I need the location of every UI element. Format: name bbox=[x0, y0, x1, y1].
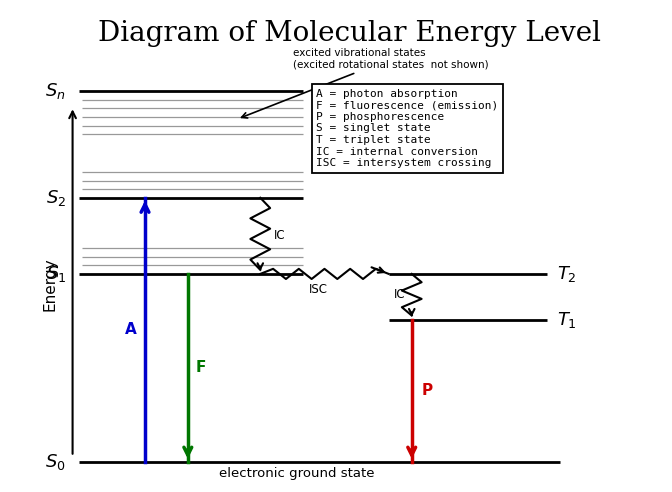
Text: excited vibrational states
(excited rotational states  not shown): excited vibrational states (excited rota… bbox=[241, 48, 489, 118]
Text: $S_0$: $S_0$ bbox=[46, 452, 66, 472]
Text: electronic ground state: electronic ground state bbox=[219, 467, 374, 480]
Text: P: P bbox=[421, 383, 433, 398]
Text: Energy: Energy bbox=[42, 257, 57, 311]
Text: IC: IC bbox=[394, 288, 405, 301]
Text: ISC: ISC bbox=[308, 283, 327, 296]
Text: $S_1$: $S_1$ bbox=[46, 264, 66, 284]
Text: F: F bbox=[196, 360, 206, 375]
Text: A = photon absorption
F = fluorescence (emission)
P = phosphorescence
S = single: A = photon absorption F = fluorescence (… bbox=[317, 89, 499, 168]
Text: A: A bbox=[126, 322, 137, 337]
Text: $T_1$: $T_1$ bbox=[556, 309, 577, 330]
Text: $S_2$: $S_2$ bbox=[46, 188, 66, 208]
Text: Diagram of Molecular Energy Level: Diagram of Molecular Energy Level bbox=[97, 20, 601, 47]
Text: $T_2$: $T_2$ bbox=[556, 264, 577, 284]
Text: $S_n$: $S_n$ bbox=[46, 81, 66, 101]
Text: IC: IC bbox=[274, 229, 285, 243]
